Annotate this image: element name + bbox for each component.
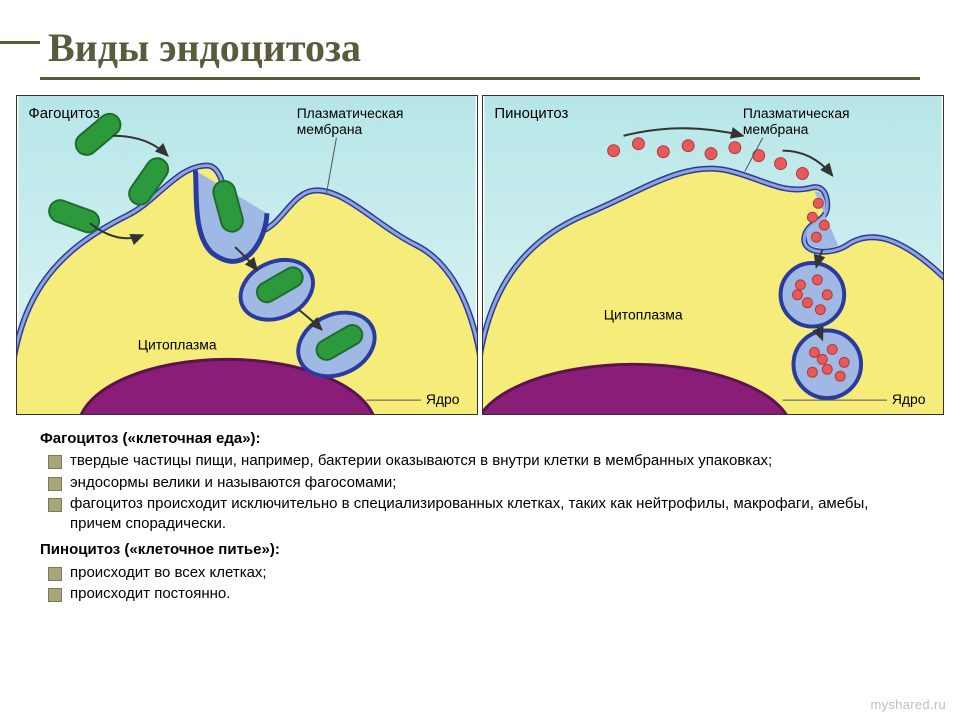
list-item: эндосормы велики и называются фагосомами… [48,473,920,493]
pino-cytoplasm-label: Цитоплазма [604,307,683,323]
text-block: Фагоцитоз («клеточная еда»): твердые час… [40,429,920,604]
pino-head: Пиноцитоз («клеточное питье»): [40,540,920,560]
diagram-row: Фагоцитоз Плазматическая мембрана Цитопл… [16,95,944,415]
list-item: происходит во всех клетках; [48,563,920,583]
phago-cytoplasm-label: Цитоплазма [138,336,217,352]
pinocytosis-svg: Пиноцитоз Плазматическая мембрана Цитопл… [483,96,943,414]
pinocytosis-panel: Пиноцитоз Плазматическая мембрана Цитопл… [482,95,944,415]
slide-title: Виды эндоцитоза [48,24,920,71]
list-item: фагоцитоз происходит исключительно в спе… [48,494,920,535]
phago-nucleus-label: Ядро [426,391,460,407]
list-item: происходит постоянно. [48,584,920,604]
phagocytosis-svg: Фагоцитоз Плазматическая мембрана Цитопл… [17,96,477,414]
phagocytosis-panel: Фагоцитоз Плазматическая мембрана Цитопл… [16,95,478,415]
list-item: твердые частицы пищи, например, бактерии… [48,451,920,471]
watermark: myshared.ru [870,697,946,712]
pino-nucleus-label: Ядро [892,391,926,407]
slide-root: Виды эндоцитоза [0,0,960,720]
phago-head: Фагоцитоз («клеточная еда»): [40,429,920,449]
pino-title-label: Пиноцитоз [494,106,568,122]
phago-bullets: твердые частицы пищи, например, бактерии… [40,451,920,534]
pino-bullets: происходит во всех клетках; происходит п… [40,563,920,605]
phago-title-label: Фагоцитоз [28,106,100,122]
title-underline [40,77,920,81]
